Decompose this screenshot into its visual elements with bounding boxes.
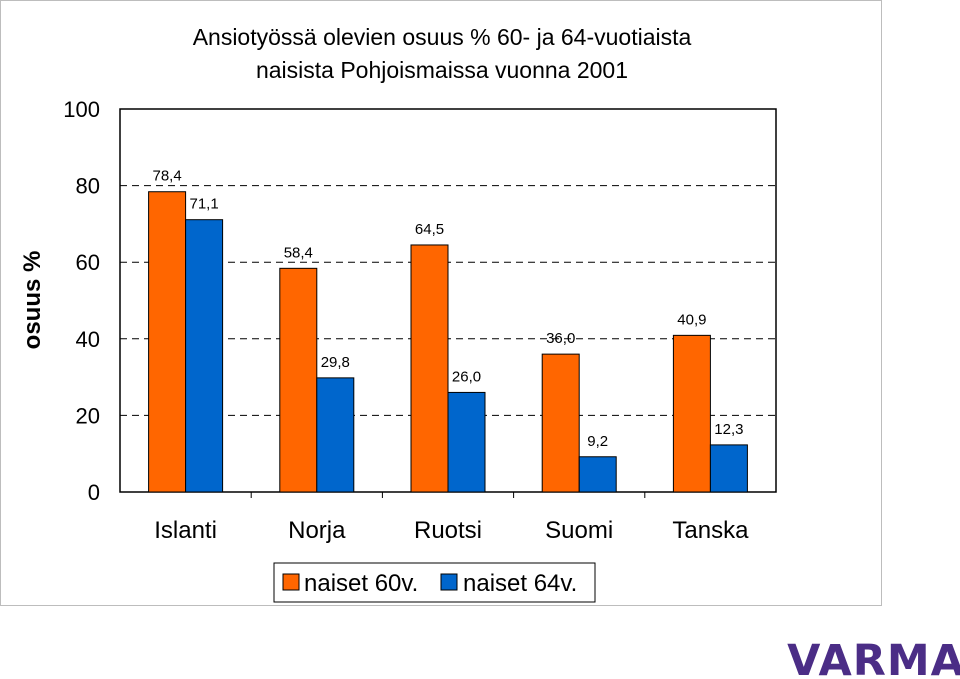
bar-suomi-series-2 [578, 456, 617, 493]
y-tick-label: 40 [76, 327, 100, 352]
bar-tanska-series-2 [709, 444, 748, 493]
data-label: 12,3 [714, 421, 743, 438]
bar-norja-series-1 [279, 267, 318, 493]
y-tick-label: 80 [76, 174, 100, 199]
bar-suomi-series-1 [541, 353, 580, 493]
data-label: 40,9 [677, 311, 706, 328]
logo-text: VARMA [787, 636, 960, 679]
legend-swatch-naiset-64v [440, 573, 458, 591]
legend: naiset 60v. naiset 64v. [273, 562, 596, 603]
data-label: 9,2 [587, 433, 608, 450]
bar-norja-series-2 [316, 377, 355, 493]
y-tick-label: 100 [63, 97, 100, 122]
legend-label-naiset-64v: naiset 64v. [463, 570, 577, 597]
data-label: 64,5 [415, 221, 444, 238]
data-label: 58,4 [284, 244, 313, 261]
data-label: 36,0 [546, 330, 575, 347]
x-tick-label-tanska: Tanska [672, 517, 749, 544]
bar-islanti-series-1 [148, 191, 187, 493]
y-tick-label: 20 [76, 403, 100, 428]
y-axis-label: osuus % [19, 251, 46, 350]
bars [148, 191, 748, 493]
y-tick-labels: 0 20 40 60 80 100 [63, 97, 100, 505]
legend-label-naiset-60v: naiset 60v. [304, 570, 418, 597]
x-tick-label-ruotsi: Ruotsi [414, 517, 482, 544]
x-tick-labels: Islanti Norja Ruotsi Suomi Tanska [154, 492, 749, 544]
data-labels: 78,4 71,1 58,4 29,8 64,5 26,0 36,0 9,2 40,9 12,3 [152, 168, 743, 450]
x-tick-label-islanti: Islanti [154, 517, 217, 544]
chart-title-line-1: Ansiotyössä olevien osuus % 60- ja 64-vu… [193, 24, 692, 50]
data-label: 71,1 [189, 196, 218, 213]
bar-ruotsi-series-1 [410, 244, 449, 493]
x-tick-label-norja: Norja [288, 517, 346, 544]
legend-swatch-naiset-60v [282, 573, 300, 591]
data-label: 78,4 [152, 168, 181, 185]
legend-box [273, 562, 596, 603]
data-label: 29,8 [321, 354, 350, 371]
y-tick-label: 60 [76, 250, 100, 275]
chart-title-line-2: naisista Pohjoismaissa vuonna 2001 [256, 57, 628, 83]
x-tick-label-suomi: Suomi [545, 517, 613, 544]
bar-tanska-series-1 [672, 334, 711, 493]
data-label: 26,0 [452, 368, 481, 385]
bar-ruotsi-series-2 [447, 391, 486, 493]
bar-islanti-series-2 [185, 219, 224, 493]
varma-logo: VARMA [787, 636, 960, 679]
y-tick-label: 0 [88, 480, 100, 505]
